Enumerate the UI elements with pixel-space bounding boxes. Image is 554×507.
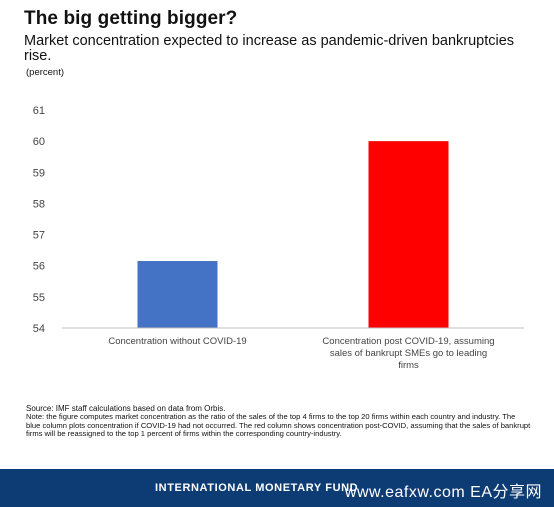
- y-tick-label: 60: [33, 136, 45, 148]
- y-tick-label: 55: [33, 292, 45, 304]
- y-tick-label: 59: [33, 167, 45, 179]
- unit-label: (percent): [26, 67, 65, 78]
- x-category-label: Concentration post COVID-19, assuming sal…: [322, 336, 494, 371]
- methodology-note: Note: the figure computes market concent…: [26, 412, 531, 439]
- footer-watermark: www.eafxw.com EA分享网: [344, 484, 542, 501]
- bar-chart: 54 55 56 57 58 59 60 61 Concentration without C…: [33, 105, 524, 371]
- x-axis: Concentration without COVID-19 Concentrat…: [62, 327, 524, 371]
- y-tick-label: 58: [33, 198, 45, 210]
- footer-bar: INTERNATIONAL MONETARY FUND www.eafxw.co…: [0, 469, 554, 507]
- bar: [137, 261, 218, 328]
- chart-title: The big getting bigger?: [24, 8, 238, 29]
- x-category-label: Concentration without COVID-19: [108, 336, 246, 347]
- y-tick-label: 54: [33, 323, 45, 335]
- y-tick-label: 61: [33, 105, 45, 117]
- source-note: Source: IMF staff calculations based on …: [26, 404, 226, 413]
- y-tick-label: 57: [33, 230, 45, 242]
- y-axis: 54 55 56 57 58 59 60 61: [33, 105, 45, 335]
- bar: [368, 141, 449, 328]
- chart-subtitle: Market concentration expected to increas…: [24, 33, 515, 64]
- y-tick-label: 56: [33, 261, 45, 273]
- footer-organization: INTERNATIONAL MONETARY FUND: [155, 482, 359, 494]
- bars: [137, 141, 449, 328]
